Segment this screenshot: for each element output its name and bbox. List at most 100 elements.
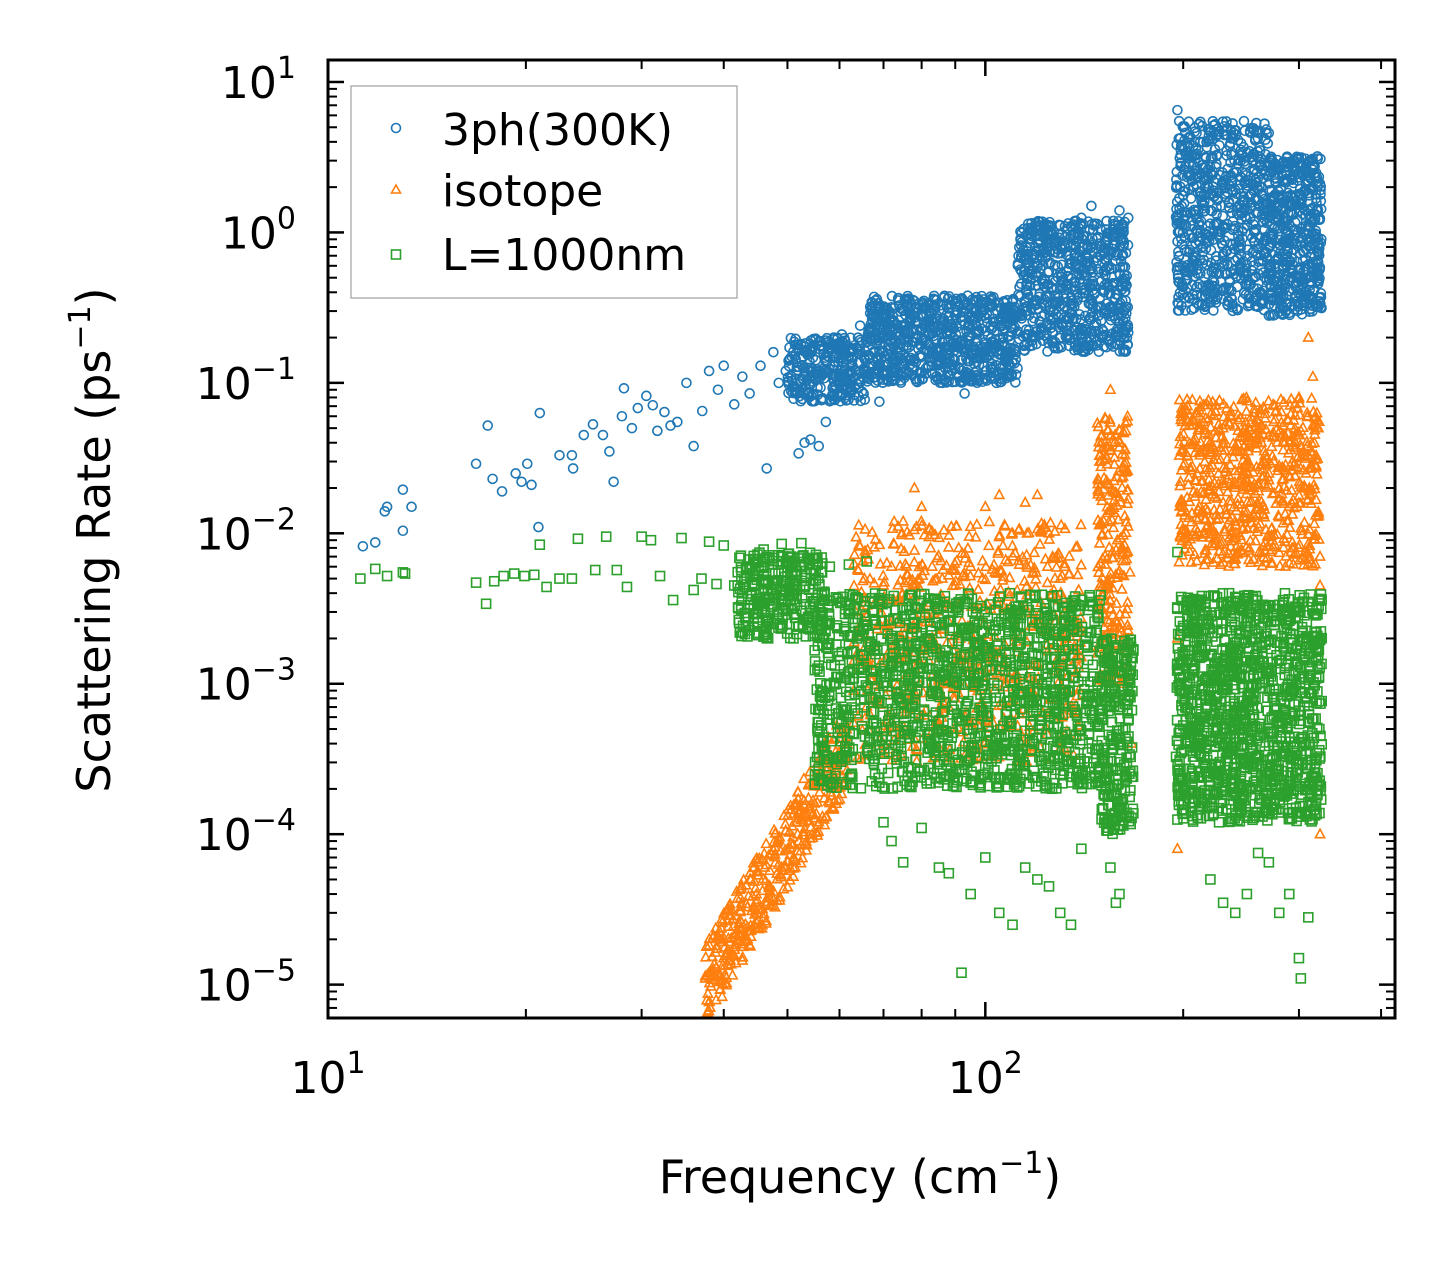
point-3ph300k [496, 486, 508, 497]
point-isotope [983, 515, 996, 527]
point-3ph300k [608, 476, 619, 488]
point-3ph300k [873, 349, 885, 361]
point-3ph300k [728, 399, 740, 410]
point-3ph300k [1238, 115, 1250, 127]
point-3ph300k [845, 365, 857, 376]
point-3ph300k [993, 369, 1005, 381]
point-3ph300k [487, 473, 498, 485]
point-3ph300k [510, 468, 522, 479]
point-3ph300k [737, 371, 748, 382]
point-3ph300k [647, 399, 659, 411]
point-3ph300k [521, 458, 533, 470]
point-3ph300k [951, 321, 963, 333]
point-3ph300k [782, 372, 794, 383]
point-3ph300k [834, 346, 846, 357]
point-3ph300k [787, 387, 799, 399]
point-3ph300k [805, 390, 817, 402]
point-3ph300k [975, 346, 987, 358]
point-3ph300k [870, 377, 881, 388]
point-3ph300k [847, 360, 858, 372]
point-3ph300k [878, 316, 890, 327]
point-3ph300k [839, 365, 850, 377]
point-3ph300k [868, 346, 880, 357]
point-3ph300k [703, 365, 715, 377]
point-3ph300k [854, 320, 866, 331]
point-3ph300k [927, 368, 938, 380]
point-3ph300k [1003, 359, 1015, 370]
point-3ph300k [357, 540, 369, 552]
point-3ph300k [815, 340, 826, 351]
point-3ph300k [868, 291, 880, 303]
point-3ph300k [959, 372, 971, 384]
point-3ph300k [907, 323, 919, 335]
point-3ph300k [406, 501, 417, 513]
point-3ph300k [936, 323, 948, 334]
point-3ph300k [911, 324, 923, 335]
point-isotope [908, 543, 921, 555]
point-3ph300k [845, 342, 857, 354]
point-3ph300k [870, 330, 881, 342]
point-3ph300k [933, 346, 945, 358]
point-3ph300k [973, 374, 985, 386]
point-isotope [924, 541, 937, 553]
point-3ph300k [470, 458, 482, 470]
point-3ph300k [878, 366, 889, 378]
point-isotope [1013, 522, 1026, 534]
point-3ph300k [979, 337, 990, 348]
point-3ph300k [976, 290, 988, 302]
series-3ph(300K) [357, 104, 1327, 552]
point-3ph300k [821, 350, 833, 362]
point-3ph300k [858, 388, 869, 400]
point-isotope [1006, 539, 1019, 551]
point-3ph300k [941, 376, 953, 387]
point-3ph300k [533, 521, 544, 533]
point-3ph300k [986, 364, 998, 375]
point-3ph300k [901, 369, 912, 381]
point-3ph300k [1004, 305, 1016, 317]
point-3ph300k [901, 342, 912, 354]
point-isotope [852, 518, 865, 530]
point-3ph300k [877, 377, 888, 389]
point-3ph300k [829, 394, 841, 406]
point-isotope [942, 528, 955, 540]
point-3ph300k [872, 359, 884, 371]
point-3ph300k [886, 290, 898, 302]
point-3ph300k [718, 360, 730, 372]
point-3ph300k [920, 318, 931, 329]
point-3ph300k [482, 420, 494, 431]
point-3ph300k [911, 301, 923, 313]
point-3ph300k [991, 326, 1003, 337]
point-3ph300k [797, 373, 809, 385]
point-3ph300k [896, 335, 907, 346]
point-3ph300k [973, 359, 985, 371]
point-3ph300k [991, 340, 1003, 352]
point-3ph300k [712, 384, 724, 396]
point-3ph300k [659, 406, 670, 418]
point-3ph300k [889, 329, 901, 341]
point-3ph300k [977, 342, 989, 353]
point-3ph300k [847, 354, 858, 366]
point-3ph300k [875, 301, 886, 313]
point-3ph300k [1010, 369, 1022, 381]
point-3ph300k [813, 440, 825, 452]
point-isotope [982, 539, 995, 551]
point-3ph300k [812, 389, 824, 400]
point-3ph300k [1208, 305, 1219, 316]
point-3ph300k [861, 365, 873, 377]
point-3ph300k [1114, 205, 1125, 216]
point-isotope [1116, 582, 1128, 594]
point-3ph300k [554, 449, 565, 461]
point-isotope [1063, 549, 1076, 561]
point-3ph300k [883, 357, 894, 369]
point-3ph300k [795, 353, 807, 365]
point-3ph300k [910, 356, 922, 368]
point-3ph300k [618, 383, 630, 394]
point-isotope [1075, 558, 1088, 570]
point-3ph300k [587, 419, 599, 430]
point-3ph300k [875, 321, 887, 333]
point-3ph300k [916, 374, 928, 385]
point-3ph300k [803, 379, 815, 391]
point-3ph300k [962, 290, 974, 301]
point-3ph300k [761, 463, 773, 474]
point-3ph300k [926, 356, 938, 367]
